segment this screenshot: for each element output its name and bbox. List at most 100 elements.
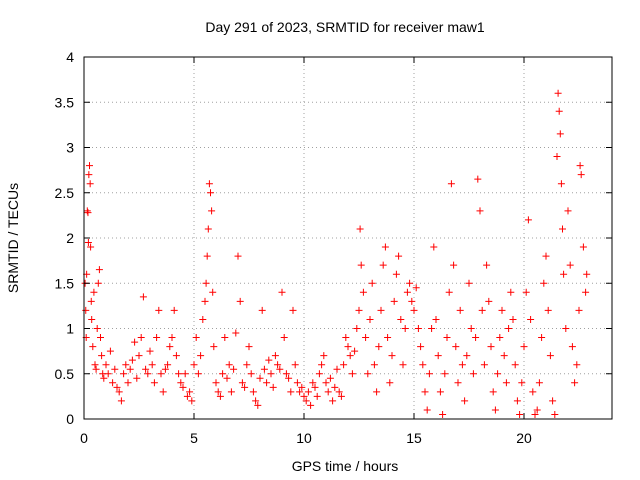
y-tick-label: 2.5: [55, 185, 75, 201]
data-point: [388, 352, 396, 360]
y-tick-label: 4: [66, 49, 74, 65]
data-point: [337, 392, 345, 400]
data-point: [553, 153, 561, 161]
data-point: [313, 392, 321, 400]
y-tick-label: 1: [66, 321, 74, 337]
data-point: [166, 343, 174, 351]
data-point: [491, 406, 499, 414]
data-point: [304, 388, 312, 396]
data-point: [298, 383, 306, 391]
data-point: [516, 410, 524, 418]
data-point: [223, 374, 231, 382]
x-tick-label: 10: [296, 430, 312, 446]
data-point: [117, 397, 125, 405]
data-point: [434, 352, 442, 360]
data-point: [513, 397, 521, 405]
data-point: [502, 379, 510, 387]
data-point: [209, 288, 217, 296]
data-point: [544, 306, 552, 314]
y-tick-label: 2: [66, 230, 74, 246]
data-point: [556, 130, 564, 138]
data-point: [375, 343, 383, 351]
data-point: [221, 334, 229, 342]
data-point: [170, 306, 178, 314]
data-point: [559, 225, 566, 233]
data-point: [390, 297, 398, 305]
data-point: [175, 370, 183, 378]
data-point: [529, 388, 537, 396]
data-point: [531, 410, 539, 418]
data-point: [355, 306, 363, 314]
data-point: [296, 388, 304, 396]
data-point: [507, 288, 515, 296]
y-axis-label: SRMTID / TECUs: [5, 183, 21, 293]
data-point: [155, 306, 163, 314]
data-point: [280, 334, 288, 342]
data-point: [291, 361, 299, 369]
data-point: [216, 392, 224, 400]
data-point: [113, 383, 121, 391]
data-point: [204, 225, 212, 233]
data-point: [520, 343, 528, 351]
data-point: [381, 243, 389, 251]
data-point: [210, 343, 218, 351]
data-point: [205, 180, 213, 188]
data-point: [414, 325, 422, 332]
data-point: [245, 343, 253, 351]
y-tick-label: 0: [66, 411, 74, 427]
data-point: [135, 352, 143, 360]
data-point: [474, 175, 482, 183]
data-point: [92, 365, 100, 373]
data-point: [302, 397, 310, 405]
data-point: [258, 306, 266, 314]
data-point: [197, 352, 205, 360]
data-point: [214, 388, 222, 396]
data-point: [403, 288, 411, 296]
data-point: [84, 239, 92, 247]
data-point: [518, 379, 526, 387]
data-point: [188, 397, 196, 405]
y-axis-tick-labels: 0 0.5 1 1.5 2 2.5 3 3.5 4: [55, 49, 75, 427]
data-point: [575, 306, 583, 314]
x-tick-label: 5: [190, 430, 198, 446]
data-point: [82, 306, 90, 314]
data-point: [88, 315, 96, 323]
data-point: [423, 406, 431, 414]
data-point: [256, 374, 264, 382]
data-point: [202, 279, 210, 287]
data-point: [285, 374, 293, 382]
data-point: [373, 388, 381, 396]
data-point: [146, 347, 154, 355]
data-point: [159, 388, 167, 396]
data-point: [348, 370, 356, 378]
data-point: [441, 370, 449, 378]
data-point: [86, 180, 94, 188]
data-point: [227, 388, 235, 396]
data-point: [320, 352, 328, 360]
data-point: [428, 325, 436, 332]
data-point: [577, 171, 585, 179]
data-point: [243, 361, 251, 369]
data-point: [465, 279, 473, 287]
data-point: [582, 288, 590, 296]
data-point: [241, 383, 249, 391]
data-point: [333, 365, 341, 373]
data-point: [432, 315, 440, 323]
data-point: [472, 334, 480, 342]
data-point: [179, 383, 187, 391]
data-point: [546, 352, 554, 360]
data-point: [509, 315, 517, 323]
data-point: [90, 288, 98, 296]
data-point: [566, 261, 574, 269]
data-point: [293, 379, 301, 387]
data-point: [456, 306, 464, 314]
data-point: [115, 388, 123, 396]
data-point: [489, 388, 497, 396]
data-point: [571, 379, 579, 387]
data-point: [199, 315, 207, 323]
data-point: [535, 379, 543, 387]
data-point: [417, 343, 425, 351]
data-point: [368, 279, 376, 287]
data-point: [443, 334, 451, 342]
